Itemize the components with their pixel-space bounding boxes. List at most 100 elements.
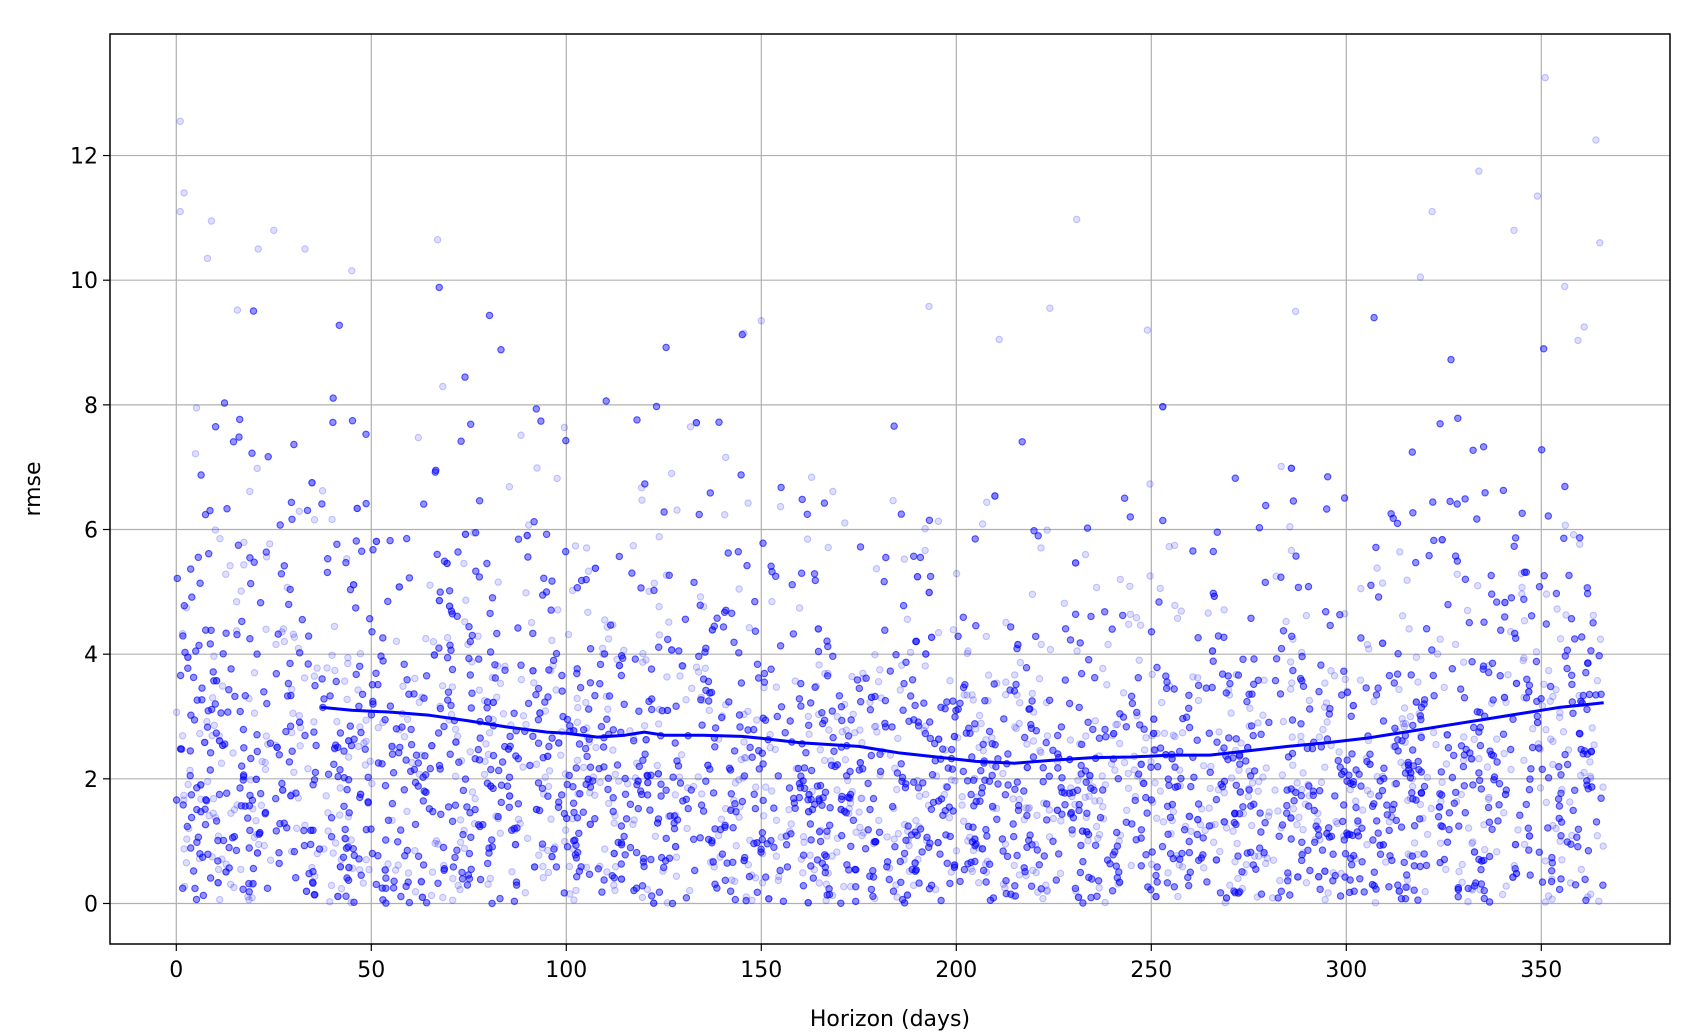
scatter-point (574, 790, 582, 798)
scatter-point (596, 778, 604, 787)
scatter-point (1391, 780, 1399, 788)
scatter-point (610, 819, 618, 827)
scatter-point (361, 761, 369, 769)
scatter-point (172, 708, 181, 716)
scatter-point (1566, 879, 1575, 887)
scatter-point (313, 664, 321, 672)
scatter-point (1299, 769, 1307, 777)
scatter-point (519, 712, 528, 720)
scatter-point (925, 302, 933, 311)
scatter-point (541, 707, 549, 715)
scatter-point (356, 723, 364, 731)
scatter-point (471, 794, 479, 803)
scatter-point (921, 546, 929, 555)
scatter-point (1271, 786, 1279, 794)
scatter-point (858, 794, 866, 802)
scatter-point (1115, 837, 1123, 845)
scatter-point (838, 728, 846, 736)
scatter-point (344, 813, 353, 821)
scatter-point (1412, 653, 1421, 661)
scatter-point (1388, 813, 1396, 821)
scatter-point (858, 739, 866, 747)
scatter-point (1518, 583, 1526, 592)
scatter-point (744, 861, 752, 869)
scatter-point (295, 507, 303, 515)
scatter-points (172, 73, 1607, 908)
scatter-point (807, 473, 816, 481)
scatter-point (736, 803, 744, 811)
scatter-point (970, 774, 979, 783)
scatter-point (208, 853, 216, 861)
scatter-point (178, 732, 187, 740)
scatter-point (1262, 859, 1270, 868)
scatter-point (1116, 575, 1125, 584)
scatter-point (1483, 763, 1492, 771)
scatter-point (1094, 834, 1102, 843)
scatter-point (493, 662, 502, 670)
scatter-point (214, 865, 223, 874)
scatter-point (1136, 621, 1145, 629)
scatter-point (629, 820, 637, 829)
scatter-point (1541, 857, 1550, 865)
scatter-point (1593, 832, 1602, 840)
scatter-point (1009, 892, 1018, 900)
scatter-point (1413, 850, 1422, 859)
scatter-point (1131, 792, 1140, 801)
scatter-point (825, 726, 833, 734)
scatter-point (544, 782, 553, 791)
scatter-point (1207, 821, 1216, 830)
scatter-point (869, 839, 878, 848)
scatter-point (640, 722, 649, 730)
scatter-point (1092, 822, 1101, 831)
scatter-point (1395, 685, 1403, 694)
scatter-point (1402, 720, 1410, 728)
scatter-point (772, 683, 781, 691)
scatter-point (1234, 874, 1242, 883)
scatter-point (1237, 739, 1245, 747)
scatter-point (197, 795, 205, 803)
scatter-point (245, 896, 253, 904)
scatter-point (746, 836, 754, 844)
scatter-point (1542, 726, 1550, 734)
scatter-point (866, 698, 874, 706)
scatter-point (180, 845, 188, 853)
scatter-point (1176, 782, 1185, 790)
scatter-point (1221, 899, 1229, 907)
scatter-point (1288, 733, 1296, 741)
scatter-point (698, 790, 706, 798)
scatter-point (573, 694, 581, 703)
scatter-point (1540, 680, 1548, 688)
scatter-point (758, 850, 767, 858)
scatter-point (522, 589, 530, 597)
scatter-point (429, 638, 438, 646)
scatter-point (988, 734, 996, 742)
scatter-point (1173, 852, 1181, 860)
scatter-point (1169, 807, 1178, 816)
scatter-point (742, 754, 750, 762)
scatter-point (1259, 711, 1267, 719)
scatter-point (922, 836, 931, 845)
scatter-point (1315, 733, 1324, 741)
scatter-point (1299, 825, 1307, 834)
scatter-point (1370, 697, 1378, 706)
scatter-point (946, 677, 954, 685)
scatter-point (403, 715, 412, 723)
scatter-point (227, 809, 235, 817)
scatter-point (1316, 836, 1324, 844)
scatter-point (354, 742, 362, 751)
scatter-point (1317, 778, 1326, 786)
scatter-point (1518, 590, 1526, 598)
scatter-point (1298, 785, 1306, 794)
scatter-point (1319, 725, 1327, 734)
scatter-point (1558, 856, 1566, 864)
scatter-point (1046, 645, 1055, 654)
scatter-point (645, 587, 653, 595)
scatter-point (191, 450, 200, 458)
scatter-point (1232, 670, 1241, 679)
scatter-point (1356, 676, 1365, 684)
scatter-point (663, 673, 671, 681)
scatter-point (485, 729, 494, 737)
scatter-point (667, 469, 676, 478)
scatter-point (1268, 894, 1277, 902)
